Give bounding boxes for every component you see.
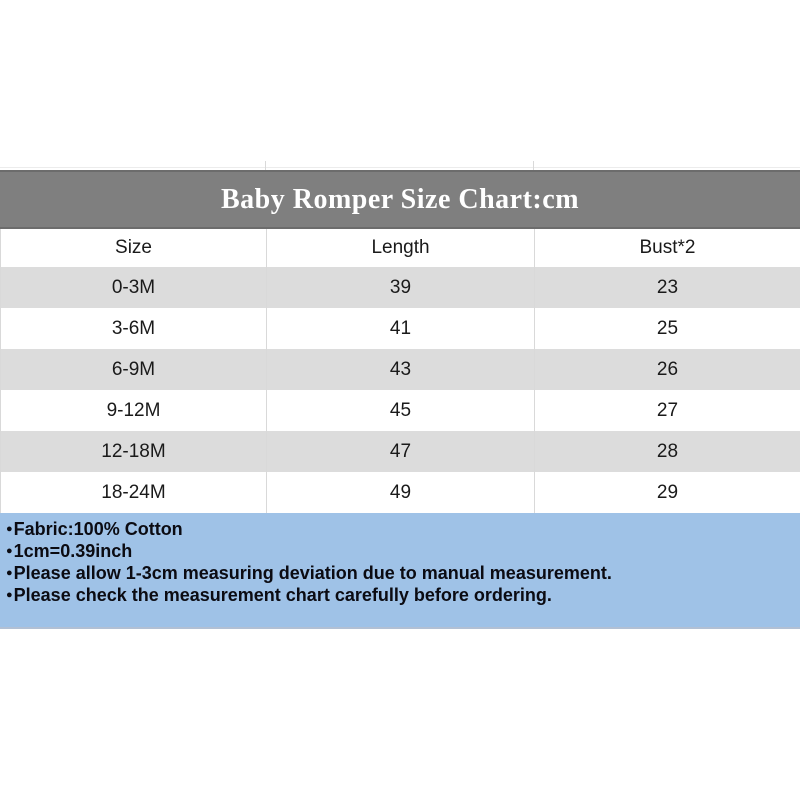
length-cell: 41 [266,308,535,349]
size-cell: 12-18M [0,431,267,472]
table-row: 12-18M 47 28 [0,431,800,472]
table-row: 9-12M 45 27 [0,390,800,431]
bullet-icon: ● [6,523,13,535]
col-header-bust: Bust*2 [534,229,800,267]
length-cell: 47 [266,431,535,472]
table-header-row: Size Length Bust*2 [0,229,800,267]
note-line-conversion: ● 1cm=0.39inch [6,540,790,562]
size-cell: 6-9M [0,349,267,390]
title-banner: Baby Romper Size Chart:cm [0,170,800,229]
size-cell: 9-12M [0,390,267,431]
size-cell: 3-6M [0,308,267,349]
size-cell: 0-3M [0,267,267,308]
table-row: 18-24M 49 29 [0,472,800,513]
note-line-deviation: ● Please allow 1-3cm measuring deviation… [6,562,790,584]
bottom-whitespace [0,629,800,800]
note-text: Fabric:100% Cotton [13,519,183,539]
note-text: Please check the measurement chart caref… [13,585,552,605]
bust-cell: 26 [534,349,800,390]
bullet-icon: ● [6,589,13,601]
table-row: 3-6M 41 25 [0,308,800,349]
bullet-icon: ● [6,567,13,579]
grid-stub-artifact [533,161,534,170]
col-header-size: Size [0,229,267,267]
note-line-check-chart: ● Please check the measurement chart car… [6,584,790,606]
grid-stub-artifact [265,161,266,170]
length-cell: 49 [266,472,535,513]
col-header-length: Length [266,229,535,267]
table-row: 6-9M 43 26 [0,349,800,390]
notes-panel: ● Fabric:100% Cotton ● 1cm=0.39inch ● Pl… [0,513,800,629]
size-cell: 18-24M [0,472,267,513]
bullet-icon: ● [6,545,13,557]
chart-title: Baby Romper Size Chart:cm [220,183,580,215]
length-cell: 43 [266,349,535,390]
bust-cell: 23 [534,267,800,308]
table-row: 0-3M 39 23 [0,267,800,308]
length-cell: 45 [266,390,535,431]
bust-cell: 25 [534,308,800,349]
size-table: Size Length Bust*2 0-3M 39 23 3-6M 41 25… [0,229,800,513]
note-text: Please allow 1-3cm measuring deviation d… [13,563,612,583]
note-text: 1cm=0.39inch [13,541,133,561]
bust-cell: 28 [534,431,800,472]
grid-line-artifact [0,167,800,168]
bust-cell: 27 [534,390,800,431]
length-cell: 39 [266,267,535,308]
note-line-fabric: ● Fabric:100% Cotton [6,518,790,540]
bust-cell: 29 [534,472,800,513]
